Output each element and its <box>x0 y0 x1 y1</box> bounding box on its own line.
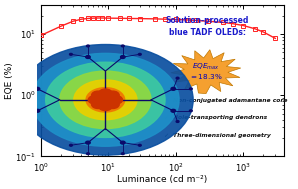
Circle shape <box>138 53 141 55</box>
Circle shape <box>69 144 72 146</box>
Y-axis label: EQE (%): EQE (%) <box>5 62 14 99</box>
Circle shape <box>171 87 176 90</box>
Circle shape <box>120 141 125 144</box>
Circle shape <box>86 88 125 112</box>
Text: Hole-transporting dendrons: Hole-transporting dendrons <box>173 115 268 120</box>
Circle shape <box>86 56 90 58</box>
Circle shape <box>190 110 192 112</box>
Text: ✓: ✓ <box>164 98 169 103</box>
Polygon shape <box>171 50 241 94</box>
Circle shape <box>35 109 40 112</box>
Circle shape <box>99 89 112 97</box>
Circle shape <box>32 77 35 79</box>
Circle shape <box>176 121 179 122</box>
Circle shape <box>18 110 21 112</box>
Circle shape <box>121 45 124 47</box>
Text: Solution-processed: Solution-processed <box>166 15 249 25</box>
Text: Non-conjugated adamantane core: Non-conjugated adamantane core <box>173 98 288 103</box>
Circle shape <box>121 153 124 155</box>
Circle shape <box>109 96 122 104</box>
Circle shape <box>91 100 105 108</box>
Circle shape <box>120 56 125 58</box>
Circle shape <box>18 45 193 155</box>
Circle shape <box>35 87 40 90</box>
Circle shape <box>171 109 176 112</box>
Circle shape <box>69 53 72 55</box>
Circle shape <box>88 96 101 104</box>
Circle shape <box>97 94 114 105</box>
Text: $\it{EQE_{max}}$: $\it{EQE_{max}}$ <box>192 62 220 72</box>
Circle shape <box>190 88 192 90</box>
Circle shape <box>32 121 35 122</box>
Circle shape <box>106 100 119 108</box>
Text: $\it{= 18.3\%}$: $\it{= 18.3\%}$ <box>189 72 223 81</box>
Circle shape <box>99 102 112 111</box>
Circle shape <box>74 80 137 120</box>
Text: blue TADF OLEDs:: blue TADF OLEDs: <box>169 28 246 37</box>
Circle shape <box>86 141 90 144</box>
Circle shape <box>46 62 165 137</box>
Circle shape <box>91 91 105 99</box>
X-axis label: Luminance (cd m⁻²): Luminance (cd m⁻²) <box>117 175 207 184</box>
Circle shape <box>18 88 21 90</box>
Circle shape <box>99 96 112 104</box>
Circle shape <box>138 144 141 146</box>
Circle shape <box>106 91 119 99</box>
Circle shape <box>32 53 179 146</box>
Text: ✓: ✓ <box>164 115 169 120</box>
Circle shape <box>86 153 89 155</box>
Circle shape <box>60 71 151 129</box>
Circle shape <box>176 77 179 79</box>
Circle shape <box>86 45 89 47</box>
Text: ✓: ✓ <box>164 133 169 138</box>
Text: Three-dimensional geometry: Three-dimensional geometry <box>173 133 271 138</box>
